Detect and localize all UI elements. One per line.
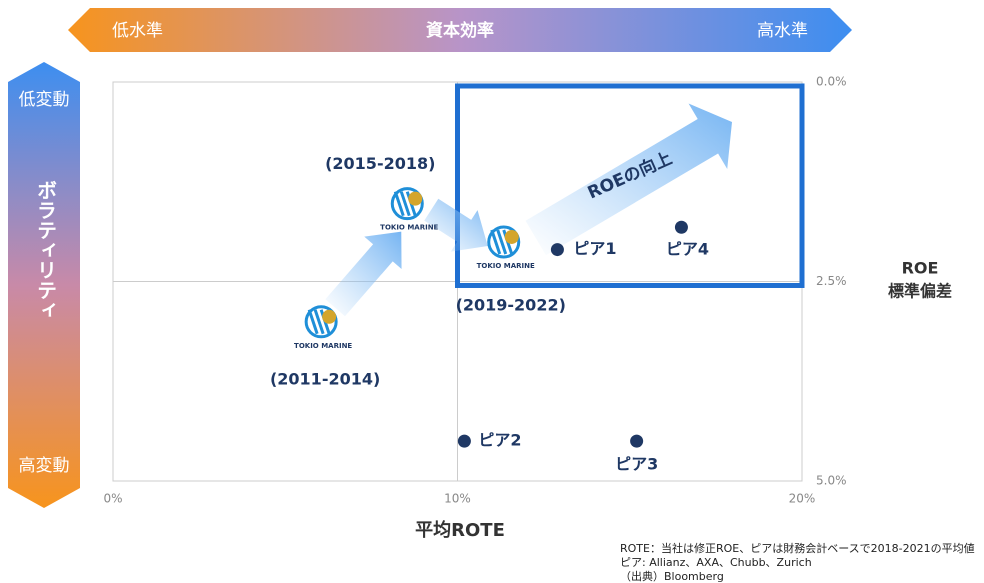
logo-text: TOKIO MARINE — [380, 224, 438, 232]
peer-point — [550, 243, 564, 257]
point-label: ピア3 — [615, 455, 658, 474]
arrow-label: 低変動 — [19, 90, 70, 110]
volatility-arrow — [8, 62, 80, 508]
arrow-label: 低水準 — [112, 21, 163, 41]
point-label: (2011-2014) — [270, 369, 380, 388]
note: ピア: Allianz、AXA、Chubb、Zurich — [620, 556, 812, 569]
x-axis-label: 平均ROTE — [415, 519, 505, 541]
point-label: ピア4 — [666, 240, 709, 259]
company-logo: TOKIO MARINE — [380, 187, 439, 232]
trend-arrow — [325, 231, 402, 317]
arrow-label: 資本効率 — [426, 20, 494, 41]
point-label: (2015-2018) — [325, 154, 435, 173]
y-axis-label: ROE — [902, 259, 939, 278]
y-axis-label: 標準偏差 — [888, 282, 952, 301]
peer-point — [630, 434, 644, 448]
capital-arrow — [68, 8, 852, 52]
logo-stripe — [490, 229, 502, 255]
point-label: ピア1 — [573, 239, 616, 258]
logo-text: TOKIO MARINE — [294, 342, 352, 350]
x-tick-label: 0% — [103, 492, 122, 506]
logo-stripe — [399, 191, 411, 217]
logo-sphere — [504, 229, 519, 244]
logo-text: TOKIO MARINE — [477, 262, 535, 270]
logo-sphere — [322, 309, 337, 324]
note: （出典）Bloomberg — [620, 569, 724, 583]
note: ROTE：当社は修正ROE、ピアは財務会計ベースで2018-2021の平均値 — [620, 541, 975, 555]
point-label: (2019-2022) — [456, 295, 566, 314]
company-logo: TOKIO MARINE — [294, 305, 352, 350]
logo-stripe — [313, 309, 325, 335]
x-tick-label: 10% — [444, 492, 471, 506]
arrow-label: 高水準 — [757, 21, 808, 41]
arrow-label: ボラティリティ — [34, 180, 58, 320]
peer-point — [457, 434, 471, 448]
trend-arrow — [525, 103, 732, 256]
y-tick-label: 2.5% — [816, 274, 847, 288]
logo-stripe — [393, 191, 405, 217]
trend-arrow — [424, 198, 488, 252]
logo-sphere — [408, 191, 423, 206]
arrow-label: 高変動 — [19, 456, 70, 476]
x-tick-label: 20% — [789, 492, 816, 506]
y-tick-label: 0.0% — [816, 75, 847, 89]
company-logo: TOKIO MARINE — [477, 225, 535, 270]
logo-stripe — [496, 229, 508, 255]
highlight-box — [455, 83, 805, 288]
y-tick-label: 5.0% — [816, 474, 847, 488]
logo-stripe — [307, 309, 319, 335]
peer-point — [674, 220, 688, 234]
point-label: ピア2 — [478, 431, 521, 450]
